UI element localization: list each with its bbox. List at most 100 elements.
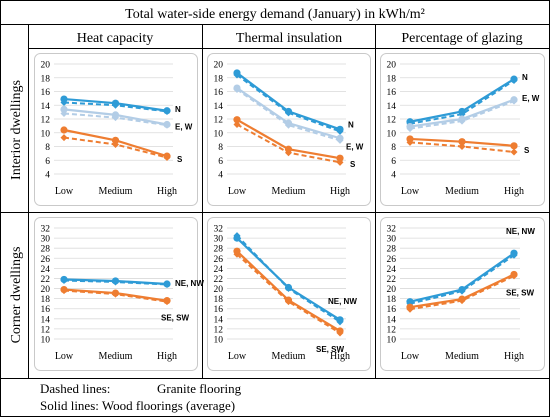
column-header-heat-capacity: Heat capacity xyxy=(77,31,154,46)
series-label: SE, SW xyxy=(506,288,534,297)
column-header-percentage-of-glazing: Percentage of glazing xyxy=(401,31,522,46)
y-tick-label: 24 xyxy=(214,265,224,275)
data-point-wood xyxy=(406,135,414,143)
series-label: NE, NW xyxy=(506,227,535,236)
y-tick-label: 18 xyxy=(387,295,397,305)
data-point-wood xyxy=(336,125,344,133)
y-tick-label: 12 xyxy=(387,116,397,126)
data-point-wood xyxy=(163,120,171,129)
y-tick-label: 6 xyxy=(391,157,396,167)
y-tick-label: 16 xyxy=(387,305,397,315)
data-point-wood xyxy=(60,105,68,113)
data-point-wood xyxy=(111,136,120,144)
y-tick-label: 14 xyxy=(387,102,397,112)
row-header-interior-dwellings: Interior dwellings xyxy=(9,80,24,180)
y-tick-label: 10 xyxy=(41,129,51,139)
x-tick-label: Medium xyxy=(272,351,306,362)
y-tick-label: 32 xyxy=(387,225,397,235)
series-e-w xyxy=(233,84,344,144)
series-label: NE, NW xyxy=(328,297,357,306)
panel-frame xyxy=(34,53,198,206)
data-point-wood xyxy=(111,289,120,297)
x-tick-label: High xyxy=(157,351,177,362)
data-point-wood xyxy=(163,280,171,288)
y-tick-label: 22 xyxy=(214,275,224,285)
series-se-sw xyxy=(233,247,344,337)
series-label: N xyxy=(175,105,181,114)
y-tick-label: 14 xyxy=(41,102,51,112)
y-tick-label: 22 xyxy=(387,275,397,285)
x-tick-label: High xyxy=(504,186,524,197)
y-tick-label: 30 xyxy=(41,235,51,245)
y-tick-label: 28 xyxy=(214,245,224,255)
series-label: N xyxy=(348,120,354,129)
y-tick-label: 8 xyxy=(45,143,50,153)
series-label: S xyxy=(177,155,183,164)
y-tick-label: 16 xyxy=(387,88,397,98)
series-se-sw xyxy=(60,285,171,306)
y-tick-label: 4 xyxy=(218,171,223,181)
y-tick-label: 18 xyxy=(214,74,224,84)
y-tick-label: 14 xyxy=(214,102,224,112)
x-tick-label: Low xyxy=(55,186,74,197)
panel-frame xyxy=(207,217,371,371)
data-point-wood xyxy=(336,134,344,142)
figure-title: Total water-side energy demand (January)… xyxy=(125,7,425,22)
series-label: N xyxy=(522,73,528,82)
y-tick-label: 20 xyxy=(214,285,224,295)
y-tick-label: 20 xyxy=(41,285,51,295)
data-point-wood xyxy=(163,107,171,115)
data-point-wood xyxy=(510,249,518,257)
x-tick-label: High xyxy=(330,351,350,362)
series-ne-nw xyxy=(60,275,171,289)
data-point-wood xyxy=(111,111,120,119)
data-point-wood xyxy=(336,327,344,335)
data-point-wood xyxy=(336,316,344,324)
y-tick-label: 18 xyxy=(41,295,51,305)
data-point-wood xyxy=(458,115,466,123)
y-tick-label: 10 xyxy=(214,336,224,346)
x-tick-label: Low xyxy=(228,351,247,362)
x-tick-label: Medium xyxy=(445,186,479,197)
data-point-wood xyxy=(284,119,293,127)
y-tick-label: 14 xyxy=(387,315,397,325)
y-tick-label: 20 xyxy=(214,61,224,71)
column-header-thermal-insulation: Thermal insulation xyxy=(236,31,342,46)
data-point-wood xyxy=(233,69,241,77)
data-point-wood xyxy=(458,107,466,116)
data-point-wood xyxy=(406,303,414,311)
y-tick-label: 10 xyxy=(387,336,397,346)
y-tick-label: 14 xyxy=(214,315,224,325)
data-point-wood xyxy=(60,95,68,103)
y-tick-label: 10 xyxy=(41,336,51,346)
data-point-wood xyxy=(510,270,518,279)
data-point-wood xyxy=(336,154,344,162)
y-tick-label: 16 xyxy=(214,88,224,98)
legend-solid-text: Solid lines: Wood floorings (average) xyxy=(40,398,235,413)
x-tick-label: High xyxy=(504,351,524,362)
series-s xyxy=(233,116,344,166)
y-tick-label: 28 xyxy=(387,245,397,255)
data-point-granite xyxy=(60,134,68,142)
y-tick-label: 20 xyxy=(387,61,397,71)
data-point-wood xyxy=(510,142,518,150)
y-tick-label: 18 xyxy=(214,295,224,305)
panel-interior-thermal-insulation: 4 6 8 10 12 14 16 18 20 Low Medium High N E, W S xyxy=(207,53,371,206)
x-tick-label: Low xyxy=(401,351,420,362)
data-point-wood xyxy=(60,126,68,134)
series-e-w xyxy=(406,96,518,133)
data-point-wood xyxy=(284,145,293,153)
y-tick-label: 10 xyxy=(214,129,224,139)
data-point-wood xyxy=(284,107,293,116)
series-s xyxy=(60,126,171,161)
x-tick-label: High xyxy=(157,186,177,197)
y-tick-label: 28 xyxy=(41,245,51,255)
panel-interior-heat-capacity: 4 6 8 10 12 14 16 18 20 Low Medium High N E, W S xyxy=(34,53,198,206)
y-tick-label: 32 xyxy=(214,225,224,235)
data-point-wood xyxy=(60,275,68,284)
series-s xyxy=(406,135,518,156)
series-label: E, W xyxy=(346,142,364,151)
y-tick-label: 8 xyxy=(391,143,396,153)
x-tick-label: Low xyxy=(401,186,420,197)
legend-dashed-text: Granite flooring xyxy=(157,381,242,396)
